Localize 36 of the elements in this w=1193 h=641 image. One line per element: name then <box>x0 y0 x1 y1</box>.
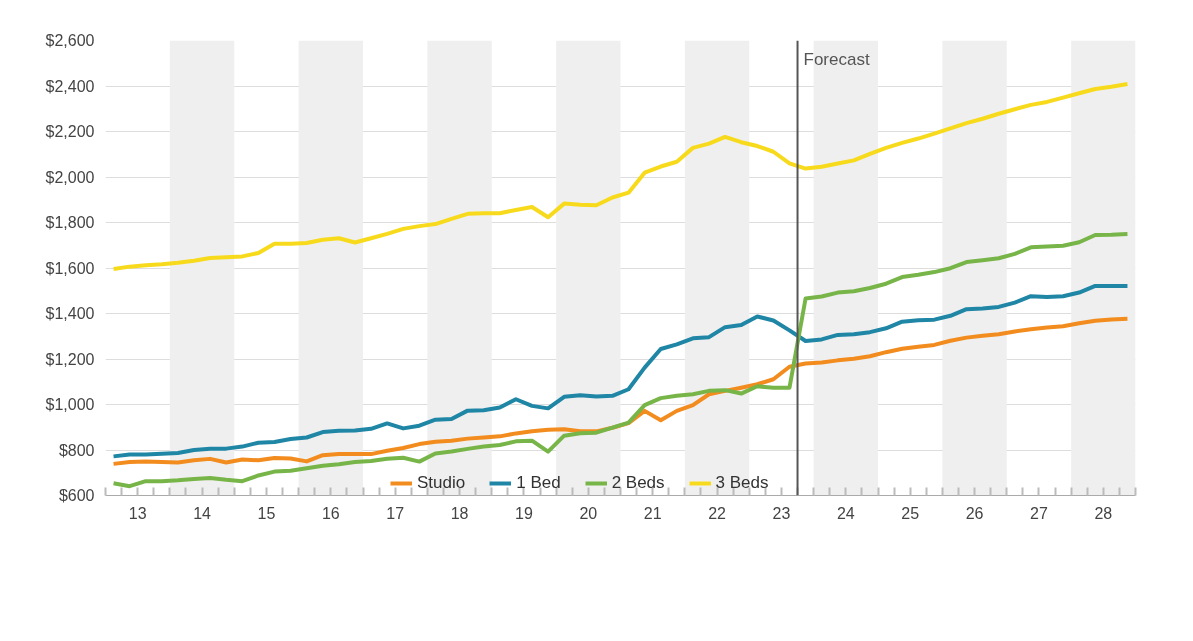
x-tick-label: 27 <box>1030 504 1048 522</box>
x-tick-label: 25 <box>901 504 920 522</box>
line-series <box>111 283 1130 459</box>
x-tick-label: 21 <box>643 504 662 522</box>
x-tick-label: 24 <box>836 504 855 522</box>
x-tick-label: 18 <box>450 504 469 522</box>
line-series <box>111 232 1130 489</box>
y-tick-label: $1,000 <box>45 396 95 413</box>
x-tick-label: 16 <box>321 504 340 522</box>
y-tick-label: $800 <box>58 441 95 459</box>
line-series <box>111 316 1130 466</box>
y-tick-label: $1,800 <box>45 214 95 231</box>
x-tick-label: 26 <box>965 504 984 522</box>
legend-label: 1 Bed <box>516 473 561 493</box>
y-tick-label: $2,400 <box>45 77 95 95</box>
x-tick-label: 28 <box>1094 504 1113 522</box>
y-tick-label: $1,400 <box>45 305 95 322</box>
y-tick-label: $1,200 <box>45 350 95 368</box>
legend-label: 3 Beds <box>715 473 769 493</box>
x-tick-label: 22 <box>708 504 727 522</box>
x-tick-label: 15 <box>257 504 276 522</box>
x-tick-label: 19 <box>515 504 533 522</box>
y-tick-label: $2,600 <box>45 32 95 49</box>
y-tick-label: $2,000 <box>45 168 95 186</box>
x-tick-label: 13 <box>128 504 147 522</box>
y-tick-label: $1,600 <box>45 259 95 277</box>
x-tick-label: 23 <box>772 504 791 522</box>
y-tick-label: $600 <box>58 487 95 504</box>
x-tick-label: 17 <box>386 504 405 522</box>
y-tick-label: $2,200 <box>45 123 95 140</box>
legend-label: Studio <box>417 473 466 493</box>
x-tick-label: 20 <box>579 504 598 522</box>
legend-label: 2 Beds <box>611 473 665 493</box>
ref-line-label: Forecast <box>803 49 870 69</box>
line-series <box>111 81 1130 271</box>
x-tick-label: 14 <box>193 504 212 522</box>
